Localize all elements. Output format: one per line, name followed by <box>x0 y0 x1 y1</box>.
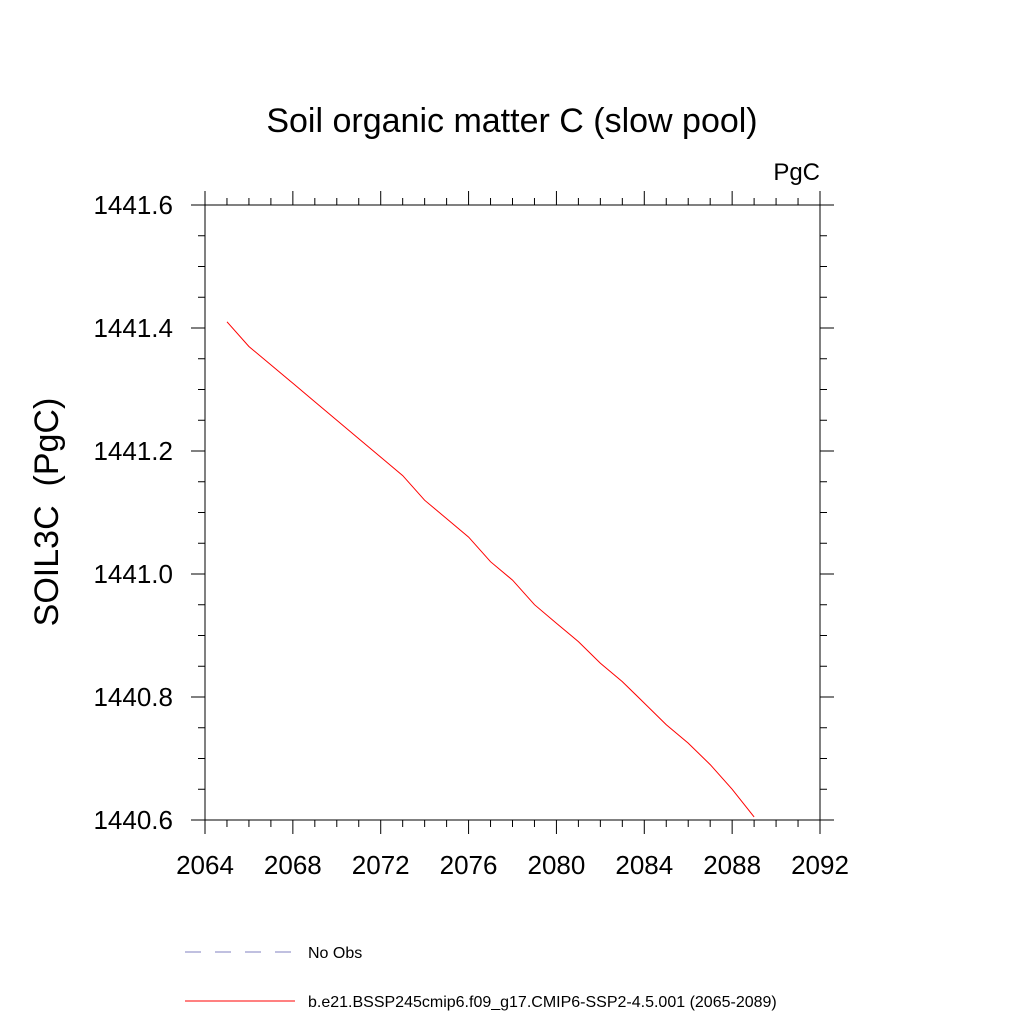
series-lines <box>226 321 755 818</box>
legend-label-model-run: b.e21.BSSP245cmip6.f09_g17.CMIP6-SSP2-4.… <box>308 994 777 1011</box>
y-tick-label: 1441.6 <box>93 190 173 220</box>
x-tick-label: 2068 <box>264 850 322 880</box>
y-tick-label: 1441.0 <box>93 559 173 589</box>
x-tick-labels: 2064 2068 2072 2076 2080 2084 2088 2092 <box>176 850 849 880</box>
legend-label-no-obs: No Obs <box>308 945 362 962</box>
y-tick-label: 1440.6 <box>93 805 173 835</box>
x-tick-label: 2084 <box>615 850 673 880</box>
x-tick-label: 2076 <box>440 850 498 880</box>
y-tick-label: 1440.8 <box>93 682 173 712</box>
y-tick-labels: 1440.6 1440.8 1441.0 1441.2 1441.4 1441.6 <box>93 190 173 835</box>
x-tick-label: 2080 <box>528 850 586 880</box>
x-tick-label: 2092 <box>791 850 849 880</box>
series-line-0 <box>226 321 755 818</box>
plot-frame <box>204 204 821 821</box>
x-tick-label: 2088 <box>703 850 761 880</box>
legend: No Obs b.e21.BSSP245cmip6.f09_g17.CMIP6-… <box>185 945 777 1011</box>
units-label: PgC <box>773 159 820 186</box>
x-tick-label: 2072 <box>352 850 410 880</box>
chart-title: Soil organic matter C (slow pool) <box>266 102 757 140</box>
y-tick-label: 1441.4 <box>93 313 173 343</box>
y-axis-label: SOIL3C (PgC) <box>28 398 66 627</box>
x-tick-label: 2064 <box>176 850 234 880</box>
y-tick-label: 1441.2 <box>93 436 173 466</box>
tick-marks <box>191 191 834 834</box>
